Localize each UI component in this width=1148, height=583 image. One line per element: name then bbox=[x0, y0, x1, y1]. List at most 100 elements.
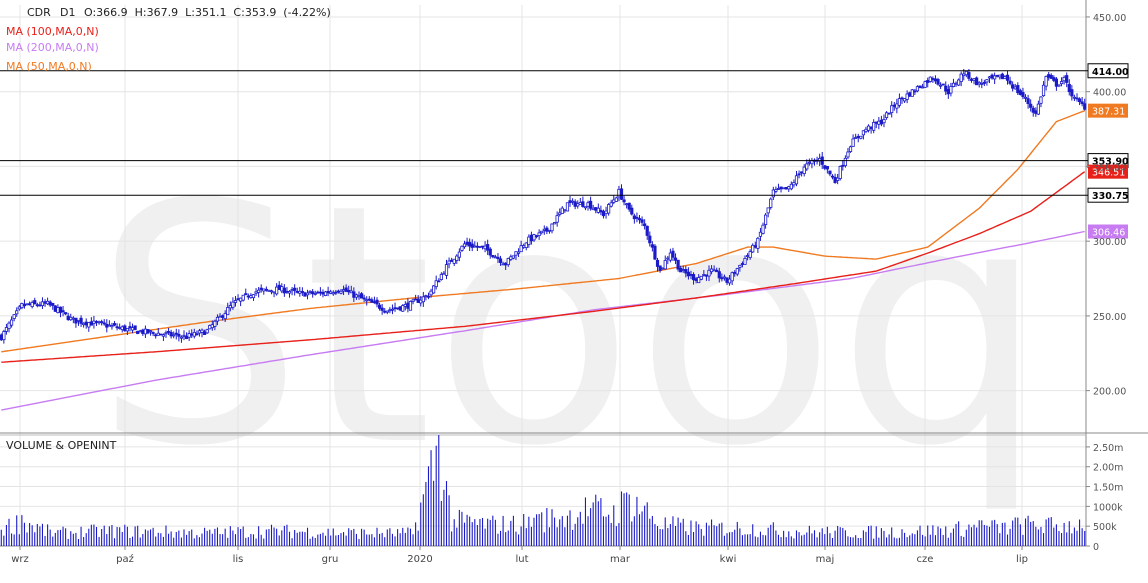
candle-body bbox=[1059, 81, 1064, 85]
candle-body bbox=[509, 256, 513, 260]
candle-body bbox=[805, 163, 809, 170]
candle-body bbox=[998, 74, 1002, 78]
candle-body bbox=[766, 207, 770, 214]
candle-body bbox=[789, 183, 793, 190]
candle-body bbox=[990, 74, 994, 79]
candle-body bbox=[424, 295, 428, 297]
candle-body bbox=[527, 236, 531, 245]
candle-body bbox=[694, 278, 698, 281]
candle-body bbox=[298, 290, 302, 294]
candle-body bbox=[280, 286, 284, 292]
candle-body bbox=[848, 146, 853, 152]
candlesticks[interactable] bbox=[0, 68, 1087, 344]
candle-body bbox=[506, 258, 510, 266]
candle-body bbox=[58, 306, 63, 313]
candle-body bbox=[771, 189, 775, 198]
legend-ma200: MA (200,MA,0,N) bbox=[6, 41, 99, 54]
candle-body bbox=[614, 197, 618, 202]
candle-body bbox=[1029, 103, 1033, 108]
candle-body bbox=[727, 278, 732, 284]
candle-body bbox=[825, 166, 829, 170]
candle-body bbox=[339, 290, 343, 294]
candle-body bbox=[383, 310, 387, 313]
candle-body bbox=[555, 215, 559, 223]
candle-body bbox=[331, 292, 335, 295]
candle-body bbox=[552, 222, 557, 225]
candle-body bbox=[658, 265, 662, 271]
candle-body bbox=[532, 234, 536, 241]
candle-body bbox=[619, 188, 624, 200]
candle-body bbox=[275, 286, 279, 295]
candle-body bbox=[210, 324, 214, 329]
candle-body bbox=[542, 228, 546, 231]
candle-body bbox=[159, 333, 163, 336]
candle-body bbox=[933, 78, 938, 82]
candle-body bbox=[154, 334, 158, 337]
candle-body bbox=[861, 130, 865, 136]
candle-body bbox=[450, 259, 454, 262]
candle-body bbox=[594, 207, 598, 211]
candle-body bbox=[560, 207, 564, 214]
candle-body bbox=[74, 317, 78, 324]
candle-body bbox=[632, 215, 636, 220]
level-label: 353.90 bbox=[1092, 157, 1129, 168]
candle-body bbox=[879, 119, 884, 125]
candle-body bbox=[627, 202, 631, 210]
candle-body bbox=[740, 263, 745, 265]
candle-body bbox=[882, 118, 886, 124]
candle-body bbox=[717, 271, 721, 279]
candle-body bbox=[565, 202, 570, 212]
volume-tick-label: 2.50m bbox=[1093, 443, 1123, 454]
candle-body bbox=[377, 304, 382, 309]
candle-body bbox=[743, 257, 747, 265]
candle-body bbox=[388, 309, 392, 312]
candle-body bbox=[437, 280, 441, 283]
level-tag bbox=[1087, 63, 1129, 79]
level-tag bbox=[1087, 187, 1129, 203]
candle-body bbox=[869, 127, 873, 129]
candle-body bbox=[141, 329, 145, 334]
candle-body bbox=[951, 82, 956, 87]
horizontal-levels[interactable]: 414.00 353.90 330.75 387.31 346.51 306.46 bbox=[0, 63, 1129, 239]
candle-body bbox=[522, 245, 526, 248]
candle-body bbox=[395, 307, 400, 310]
candle-body bbox=[100, 321, 104, 323]
candle-body bbox=[33, 300, 37, 305]
candle-body bbox=[398, 306, 402, 311]
candle-body bbox=[375, 299, 379, 305]
candle-body bbox=[913, 90, 917, 93]
candle-body bbox=[591, 207, 595, 211]
candle-body bbox=[949, 86, 953, 94]
candle-body bbox=[673, 257, 678, 261]
candle-body bbox=[668, 252, 672, 261]
candle-body bbox=[540, 230, 544, 234]
candle-body bbox=[277, 284, 281, 290]
candle-body bbox=[228, 305, 232, 309]
time-tick-label: wrz bbox=[11, 554, 29, 565]
header-ohlc: O:366.9 H:367.9 L:351.1 C:353.9 (-4.22%) bbox=[84, 6, 331, 19]
candle-body bbox=[877, 120, 881, 125]
candle-body bbox=[589, 200, 593, 209]
candle-body bbox=[136, 330, 140, 335]
candle-body bbox=[537, 232, 541, 237]
candle-body bbox=[213, 320, 217, 327]
candle-body bbox=[802, 166, 806, 175]
candle-body bbox=[125, 328, 129, 332]
candle-body bbox=[1054, 78, 1059, 87]
candle-body bbox=[625, 203, 629, 206]
candle-body bbox=[854, 137, 858, 139]
candle-body bbox=[82, 322, 86, 326]
candle-body bbox=[231, 301, 235, 308]
candle-body bbox=[357, 295, 361, 298]
candle-body bbox=[290, 289, 294, 292]
candle-body bbox=[1047, 74, 1051, 78]
candle-body bbox=[202, 331, 207, 335]
candle-body bbox=[975, 77, 979, 86]
candle-body bbox=[758, 231, 763, 237]
time-tick-label: kwi bbox=[720, 554, 737, 565]
candle-body bbox=[172, 334, 176, 337]
candle-body bbox=[550, 223, 554, 232]
candle-body bbox=[511, 255, 516, 259]
